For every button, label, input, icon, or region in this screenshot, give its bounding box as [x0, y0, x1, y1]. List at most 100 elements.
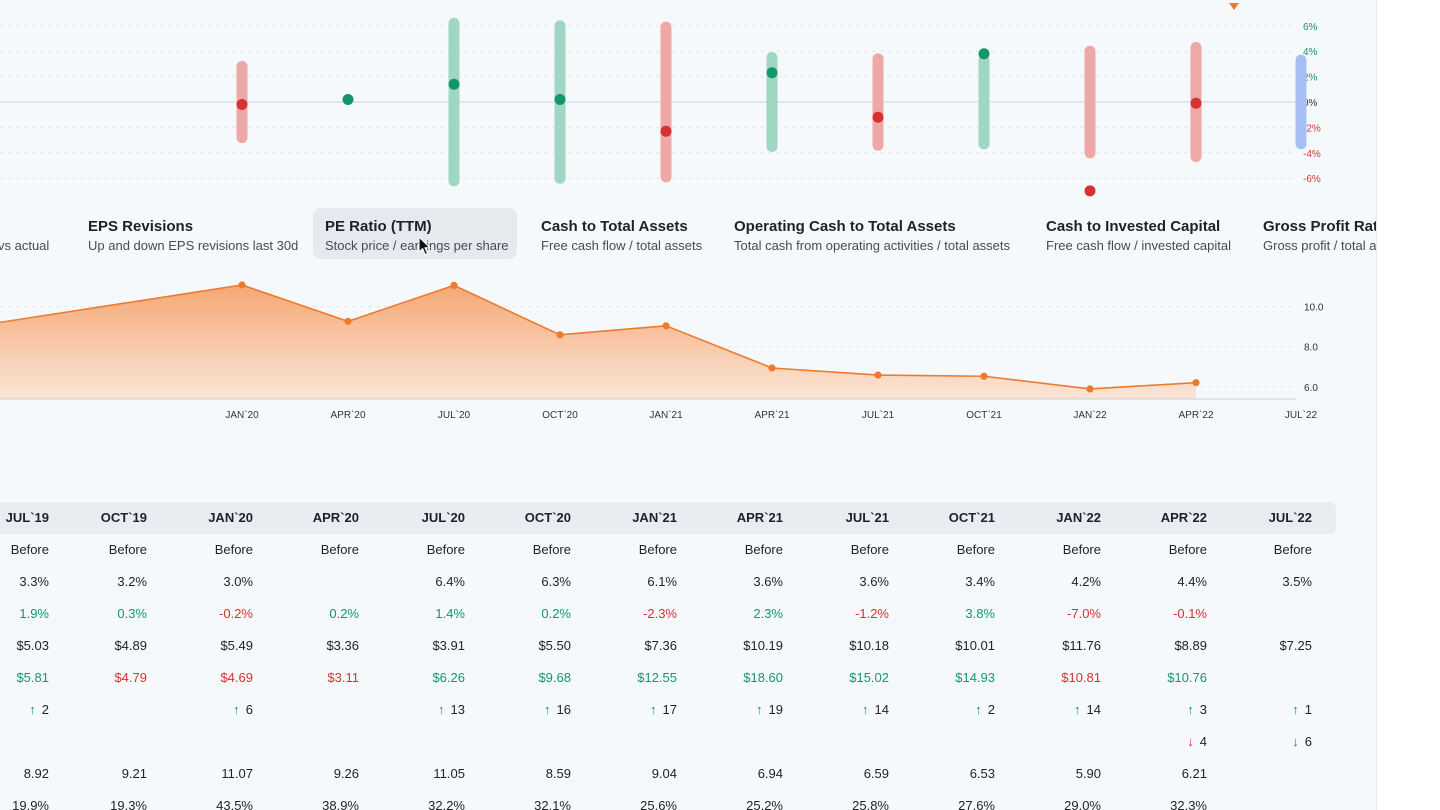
table-cell: Before: [365, 542, 465, 558]
metric-tab-title: Operating Cash to Total Assets: [734, 218, 956, 235]
table-cell: $10.18: [789, 638, 889, 654]
column-header: JAN`22: [1056, 510, 1101, 525]
table-cell-value: 4.2%: [1071, 574, 1101, 589]
table-cell-value: $3.36: [326, 638, 359, 653]
table-cell-value: 2: [41, 702, 49, 717]
x-tick-label: JUL`20: [438, 409, 471, 421]
table-cell-value: Before: [10, 542, 49, 557]
table-cell: $10.19: [683, 638, 783, 654]
table-cell-value: 9.21: [121, 766, 147, 781]
eps-surprise-range-chart: 6% 4% 2% 0% -2% -4% -6%: [0, 3, 1321, 197]
table-cell-value: 32.2%: [428, 798, 465, 810]
table-cell: ↑ 2: [0, 702, 49, 718]
column-header: JUL`22: [1268, 510, 1312, 525]
table-cell-value: $10.81: [1061, 670, 1101, 685]
metric-tab[interactable]: EPS Revisions Up and down EPS revisions l…: [76, 208, 310, 259]
table-cell-value: 6.1%: [647, 574, 677, 589]
metric-tab-title: Cash to Total Assets: [541, 218, 688, 235]
table-cell-value: 4: [1199, 734, 1207, 749]
arrow-up-icon: ↑: [975, 702, 982, 717]
table-cell-value: 1.9%: [19, 606, 49, 621]
actual-point: [978, 48, 990, 60]
table-cell-value: $9.68: [538, 670, 571, 685]
table-cell: 3.6%: [789, 574, 889, 590]
table-cell-value: 17: [662, 702, 677, 717]
table-cell-value: -0.2%: [219, 606, 253, 621]
data-point: [980, 372, 988, 380]
table-cell-value: $5.49: [220, 638, 253, 653]
table-cell-value: $14.93: [955, 670, 995, 685]
data-point: [450, 281, 458, 289]
metric-tab-title: PE Ratio (TTM): [325, 218, 432, 235]
table-cell-value: -1.2%: [855, 606, 889, 621]
table-cell: $7.25: [1212, 638, 1312, 654]
table-cell-value: $10.76: [1167, 670, 1207, 685]
arrow-up-icon: ↑: [1187, 702, 1194, 717]
data-point: [1192, 379, 1200, 387]
table-cell-value: 3.3%: [19, 574, 49, 589]
table-cell: $7.36: [577, 638, 677, 654]
table-cell: 3.3%: [0, 574, 49, 590]
metric-tab[interactable]: PE Ratio (TTM) Stock price / earnings per…: [313, 208, 517, 259]
table-cell-value: $5.81: [16, 670, 49, 685]
data-point: [238, 281, 246, 289]
table-cell: Before: [1001, 542, 1101, 558]
column-header: JUL`19: [5, 510, 49, 525]
table-cell-value: 3.0%: [223, 574, 253, 589]
arrow-up-icon: ↑: [1074, 702, 1081, 717]
table-cell-value: $12.55: [637, 670, 677, 685]
table-cell: ↓ 4: [1107, 734, 1207, 750]
table-cell: $4.69: [153, 670, 253, 686]
table-cell: Before: [1212, 542, 1312, 558]
table-cell: ↑ 14: [1001, 702, 1101, 718]
data-point: [556, 331, 564, 339]
table-cell-value: $3.91: [432, 638, 465, 653]
actual-point: [766, 67, 778, 79]
table-cell-value: 1.4%: [435, 606, 465, 621]
table-cell-value: 3.8%: [965, 606, 995, 621]
table-cell-value: 6.3%: [541, 574, 571, 589]
metric-tab-title: [0, 218, 49, 235]
table-cell: $5.03: [0, 638, 49, 654]
data-point: [874, 371, 882, 379]
y-tick-label: 0%: [1303, 98, 1318, 109]
metric-tab-title: Gross Profit Ratio: [1263, 218, 1376, 235]
arrow-up-icon: ↑: [756, 702, 763, 717]
table-cell-value: 5.90: [1075, 766, 1101, 781]
column-header: OCT`19: [100, 510, 147, 525]
table-cell: 43.5%: [153, 798, 253, 810]
table-cell-value: $7.36: [644, 638, 677, 653]
table-cell: Before: [789, 542, 889, 558]
mouse-cursor-icon: [418, 236, 431, 256]
actual-point: [1084, 185, 1096, 197]
actual-point: [448, 78, 460, 90]
table-cell: $15.02: [789, 670, 889, 686]
table-cell: 0.3%: [47, 606, 147, 622]
table-cell: Before: [471, 542, 571, 558]
table-cell: 29.0%: [1001, 798, 1101, 810]
column-header: JUL`21: [845, 510, 889, 525]
table-cell-value: 11.07: [221, 766, 253, 781]
table-cell: -0.1%: [1107, 606, 1207, 622]
table-cell: Before: [153, 542, 253, 558]
table-cell: ↑ 13: [365, 702, 465, 718]
table-cell: Before: [1107, 542, 1207, 558]
metric-tab-subtitle: Free cash flow / invested capital: [1046, 238, 1231, 253]
metric-tab[interactable]: Operating Cash to Total Assets Total cash…: [722, 208, 1022, 259]
table-cell-value: 16: [556, 702, 571, 717]
metric-tab[interactable]: Cash to Total Assets Free cash flow / tot…: [529, 208, 714, 259]
table-cell-value: 38.9%: [322, 798, 359, 810]
table-cell: 19.3%: [47, 798, 147, 810]
table-cell-value: Before: [638, 542, 677, 557]
metric-tab[interactable]: Cash to Invested Capital Free cash flow /…: [1034, 208, 1243, 259]
table-cell: $10.81: [1001, 670, 1101, 686]
table-cell: ↑ 1: [1212, 702, 1312, 718]
metric-tab-subtitle: Stock price / earnings per share: [325, 238, 509, 253]
metric-tab[interactable]: Gross Profit Ratio Gross profit / total a…: [1251, 208, 1376, 259]
metric-tab[interactable]: vs actual: [0, 208, 61, 259]
arrow-down-icon: ↓: [1292, 734, 1299, 749]
arrow-down-icon: ↓: [1187, 734, 1194, 749]
data-point: [344, 317, 352, 325]
table-cell: Before: [259, 542, 359, 558]
table-cell-value: 1: [1304, 702, 1312, 717]
